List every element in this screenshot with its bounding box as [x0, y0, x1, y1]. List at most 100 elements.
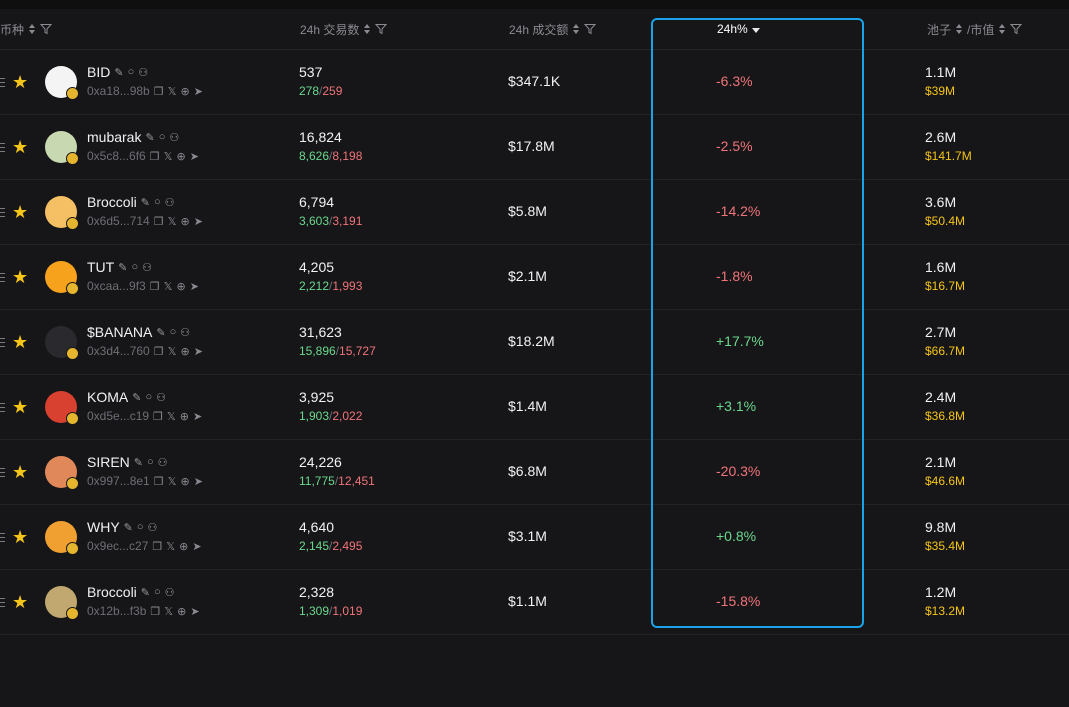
drag-handle-icon[interactable]: [0, 598, 5, 607]
filter-icon[interactable]: [40, 23, 53, 35]
sort-icon[interactable]: [998, 23, 1006, 35]
edit-icon[interactable]: ✎: [123, 521, 133, 534]
table-row[interactable]: ★ KOMA ✎ ○ ⚇ 0xd5e...c19 ❐ 𝕏 ⊕ ➤ 3,925 1…: [0, 375, 1069, 440]
drag-handle-icon[interactable]: [0, 78, 5, 87]
token-address[interactable]: 0xa18...98b: [87, 84, 150, 98]
sort-desc-icon[interactable]: [751, 27, 760, 33]
header-pool[interactable]: 池子 /市值: [927, 9, 1023, 49]
sort-icon[interactable]: [363, 23, 371, 35]
table-row[interactable]: ★ WHY ✎ ○ ⚇ 0x9ec...c27 ❐ 𝕏 ⊕ ➤ 4,640 2,…: [0, 505, 1069, 570]
table-row[interactable]: ★ mubarak ✎ ○ ⚇ 0x5c8...6f6 ❐ 𝕏 ⊕ ➤ 16,8…: [0, 115, 1069, 180]
token-address[interactable]: 0x6d5...714: [87, 214, 150, 228]
drag-handle-icon[interactable]: [0, 533, 5, 542]
globe-icon[interactable]: ⊕: [180, 215, 190, 228]
copy-icon[interactable]: ❐: [153, 85, 164, 98]
telegram-icon[interactable]: ➤: [189, 150, 199, 163]
x-icon[interactable]: 𝕏: [166, 410, 176, 423]
token-address[interactable]: 0x5c8...6f6: [87, 149, 146, 163]
edit-icon[interactable]: ✎: [133, 456, 144, 469]
token-name[interactable]: mubarak: [87, 129, 142, 145]
globe-icon[interactable]: ⊕: [180, 345, 190, 358]
table-row[interactable]: ★ Broccoli ✎ ○ ⚇ 0x12b...f3b ❐ 𝕏 ⊕ ➤ 2,3…: [0, 570, 1069, 635]
header-change[interactable]: 24h%: [717, 9, 760, 49]
filter-icon[interactable]: [375, 23, 388, 35]
token-address[interactable]: 0x12b...f3b: [87, 604, 147, 618]
x-icon[interactable]: 𝕏: [167, 345, 177, 358]
holder-icon[interactable]: ⚇: [156, 391, 166, 404]
x-icon[interactable]: 𝕏: [163, 150, 173, 163]
telegram-icon[interactable]: ➤: [193, 345, 203, 358]
copy-icon[interactable]: ❐: [153, 345, 164, 358]
globe-icon[interactable]: ⊕: [179, 540, 189, 553]
token-address[interactable]: 0x3d4...760: [87, 344, 150, 358]
search-icon[interactable]: ○: [154, 586, 161, 598]
edit-icon[interactable]: ✎: [132, 391, 142, 404]
favorite-star-icon[interactable]: ★: [12, 332, 29, 352]
token-address[interactable]: 0x997...8e1: [87, 474, 150, 488]
x-icon[interactable]: 𝕏: [164, 605, 174, 618]
token-name[interactable]: SIREN: [87, 454, 130, 470]
holder-icon[interactable]: ⚇: [138, 66, 149, 79]
sort-icon[interactable]: [572, 23, 580, 35]
token-name[interactable]: TUT: [87, 259, 115, 275]
favorite-star-icon[interactable]: ★: [12, 397, 29, 417]
token-name[interactable]: BID: [87, 64, 111, 80]
favorite-star-icon[interactable]: ★: [12, 202, 29, 222]
x-icon[interactable]: 𝕏: [167, 85, 177, 98]
holder-icon[interactable]: ⚇: [157, 456, 168, 469]
drag-handle-icon[interactable]: [0, 208, 5, 217]
telegram-icon[interactable]: ➤: [193, 215, 203, 228]
holder-icon[interactable]: ⚇: [164, 586, 175, 599]
copy-icon[interactable]: ❐: [153, 215, 164, 228]
copy-icon[interactable]: ❐: [149, 150, 160, 163]
holder-icon[interactable]: ⚇: [164, 196, 175, 209]
edit-icon[interactable]: ✎: [140, 586, 151, 599]
sort-icon[interactable]: [955, 23, 963, 35]
token-name[interactable]: KOMA: [87, 389, 129, 405]
globe-icon[interactable]: ⊕: [179, 410, 190, 423]
drag-handle-icon[interactable]: [0, 143, 5, 152]
telegram-icon[interactable]: ➤: [193, 475, 203, 488]
edit-icon[interactable]: ✎: [140, 196, 151, 209]
token-name[interactable]: Broccoli: [87, 194, 137, 210]
token-name[interactable]: Broccoli: [87, 584, 137, 600]
filter-icon[interactable]: [1010, 23, 1023, 35]
search-icon[interactable]: ○: [136, 521, 144, 533]
header-coin[interactable]: 币种: [0, 9, 53, 49]
favorite-star-icon[interactable]: ★: [12, 137, 29, 157]
header-volume[interactable]: 24h 成交额: [509, 9, 597, 49]
search-icon[interactable]: ○: [127, 66, 135, 78]
drag-handle-icon[interactable]: [0, 403, 5, 412]
copy-icon[interactable]: ❐: [153, 475, 164, 488]
edit-icon[interactable]: ✎: [156, 326, 166, 339]
header-tx[interactable]: 24h 交易数: [300, 9, 388, 49]
x-icon[interactable]: 𝕏: [167, 475, 177, 488]
favorite-star-icon[interactable]: ★: [12, 527, 29, 547]
edit-icon[interactable]: ✎: [145, 131, 155, 144]
edit-icon[interactable]: ✎: [114, 66, 124, 79]
copy-icon[interactable]: ❐: [152, 540, 163, 553]
token-address[interactable]: 0xd5e...c19: [87, 409, 150, 423]
search-icon[interactable]: ○: [131, 261, 139, 273]
x-icon[interactable]: 𝕏: [166, 540, 176, 553]
table-row[interactable]: ★ TUT ✎ ○ ⚇ 0xcaa...9f3 ❐ 𝕏 ⊕ ➤ 4,205 2,…: [0, 245, 1069, 310]
table-row[interactable]: ★ BID ✎ ○ ⚇ 0xa18...98b ❐ 𝕏 ⊕ ➤ 537 278/…: [0, 50, 1069, 115]
table-row[interactable]: ★ Broccoli ✎ ○ ⚇ 0x6d5...714 ❐ 𝕏 ⊕ ➤ 6,7…: [0, 180, 1069, 245]
favorite-star-icon[interactable]: ★: [12, 592, 29, 612]
search-icon[interactable]: ○: [145, 391, 153, 403]
holder-icon[interactable]: ⚇: [147, 521, 158, 534]
filter-icon[interactable]: [584, 23, 597, 35]
holder-icon[interactable]: ⚇: [180, 326, 191, 339]
table-row[interactable]: ★ SIREN ✎ ○ ⚇ 0x997...8e1 ❐ 𝕏 ⊕ ➤ 24,226…: [0, 440, 1069, 505]
drag-handle-icon[interactable]: [0, 338, 5, 347]
telegram-icon[interactable]: ➤: [192, 540, 202, 553]
search-icon[interactable]: ○: [169, 326, 177, 338]
telegram-icon[interactable]: ➤: [193, 410, 203, 423]
table-row[interactable]: ★ $BANANA ✎ ○ ⚇ 0x3d4...760 ❐ 𝕏 ⊕ ➤ 31,6…: [0, 310, 1069, 375]
drag-handle-icon[interactable]: [0, 468, 5, 477]
holder-icon[interactable]: ⚇: [169, 131, 180, 144]
globe-icon[interactable]: ⊕: [176, 150, 186, 163]
drag-handle-icon[interactable]: [0, 273, 5, 282]
globe-icon[interactable]: ⊕: [180, 85, 190, 98]
search-icon[interactable]: ○: [147, 456, 154, 468]
